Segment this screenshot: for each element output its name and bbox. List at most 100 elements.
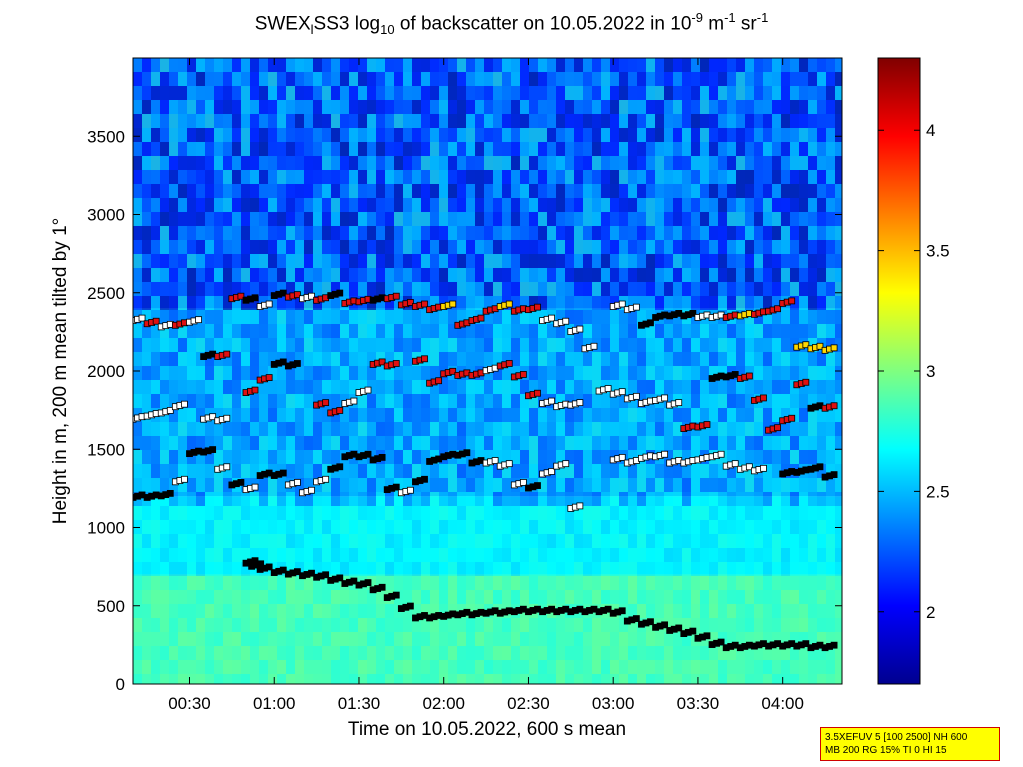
texture-cell: [412, 310, 421, 324]
texture-cell: [817, 142, 826, 156]
texture-cell: [385, 296, 394, 310]
texture-cell: [187, 408, 196, 422]
texture-cell: [331, 338, 340, 352]
texture-cell: [160, 324, 169, 338]
texture-cell: [727, 478, 736, 492]
texture-cell: [817, 534, 826, 548]
texture-cell: [736, 436, 745, 450]
texture-cell: [709, 422, 718, 436]
texture-cell: [466, 198, 475, 212]
texture-cell: [754, 618, 763, 632]
texture-cell: [250, 408, 259, 422]
texture-cell: [448, 198, 457, 212]
texture-cell: [448, 646, 457, 660]
texture-cell: [727, 72, 736, 86]
texture-cell: [583, 58, 592, 72]
texture-cell: [736, 450, 745, 464]
texture-cell: [448, 590, 457, 604]
texture-cell: [601, 646, 610, 660]
texture-cell: [601, 338, 610, 352]
texture-cell: [592, 534, 601, 548]
texture-cell: [700, 576, 709, 590]
texture-cell: [565, 128, 574, 142]
texture-cell: [268, 520, 277, 534]
texture-cell: [358, 506, 367, 520]
texture-cell: [385, 380, 394, 394]
texture-cell: [160, 282, 169, 296]
texture-cell: [169, 268, 178, 282]
texture-cell: [754, 478, 763, 492]
texture-cell: [223, 464, 232, 478]
texture-cell: [475, 408, 484, 422]
texture-cell: [133, 464, 142, 478]
texture-cell: [421, 366, 430, 380]
texture-cell: [583, 534, 592, 548]
texture-cell: [367, 240, 376, 254]
texture-cell: [349, 128, 358, 142]
texture-cell: [484, 548, 493, 562]
texture-cell: [142, 380, 151, 394]
texture-cell: [655, 128, 664, 142]
texture-cell: [691, 100, 700, 114]
texture-cell: [421, 212, 430, 226]
texture-cell: [448, 58, 457, 72]
texture-cell: [403, 590, 412, 604]
texture-cell: [295, 464, 304, 478]
texture-cell: [781, 128, 790, 142]
texture-cell: [322, 576, 331, 590]
texture-cell: [295, 100, 304, 114]
texture-cell: [313, 170, 322, 184]
texture-cell: [772, 58, 781, 72]
texture-cell: [475, 226, 484, 240]
texture-cell: [196, 478, 205, 492]
texture-cell: [358, 562, 367, 576]
texture-cell: [709, 604, 718, 618]
texture-cell: [160, 506, 169, 520]
texture-cell: [547, 268, 556, 282]
texture-cell: [259, 492, 268, 506]
texture-cell: [169, 296, 178, 310]
texture-cell: [223, 72, 232, 86]
texture-cell: [610, 324, 619, 338]
texture-cell: [529, 380, 538, 394]
texture-cell: [727, 58, 736, 72]
texture-cell: [142, 506, 151, 520]
texture-cell: [304, 198, 313, 212]
texture-cell: [529, 674, 538, 684]
texture-cell: [421, 548, 430, 562]
texture-cell: [691, 72, 700, 86]
texture-cell: [781, 492, 790, 506]
texture-cell: [754, 296, 763, 310]
texture-cell: [547, 72, 556, 86]
texture-cell: [142, 632, 151, 646]
texture-cell: [628, 114, 637, 128]
texture-cell: [709, 254, 718, 268]
texture-cell: [691, 674, 700, 684]
texture-cell: [439, 184, 448, 198]
texture-cell: [376, 436, 385, 450]
texture-cell: [520, 674, 529, 684]
texture-cell: [223, 660, 232, 674]
texture-cell: [223, 170, 232, 184]
texture-cell: [619, 562, 628, 576]
texture-cell: [700, 352, 709, 366]
texture-cell: [808, 520, 817, 534]
texture-cell: [664, 296, 673, 310]
texture-cell: [745, 380, 754, 394]
texture-cell: [592, 394, 601, 408]
texture-cell: [160, 338, 169, 352]
texture-cell: [133, 170, 142, 184]
texture-cell: [322, 156, 331, 170]
texture-cell: [808, 506, 817, 520]
texture-cell: [421, 282, 430, 296]
texture-cell: [763, 128, 772, 142]
texture-cell: [376, 114, 385, 128]
texture-cell: [781, 366, 790, 380]
texture-cell: [466, 562, 475, 576]
texture-cell: [187, 674, 196, 684]
texture-cell: [448, 408, 457, 422]
texture-cell: [475, 436, 484, 450]
texture-cell: [736, 268, 745, 282]
texture-cell: [700, 296, 709, 310]
texture-cell: [259, 576, 268, 590]
